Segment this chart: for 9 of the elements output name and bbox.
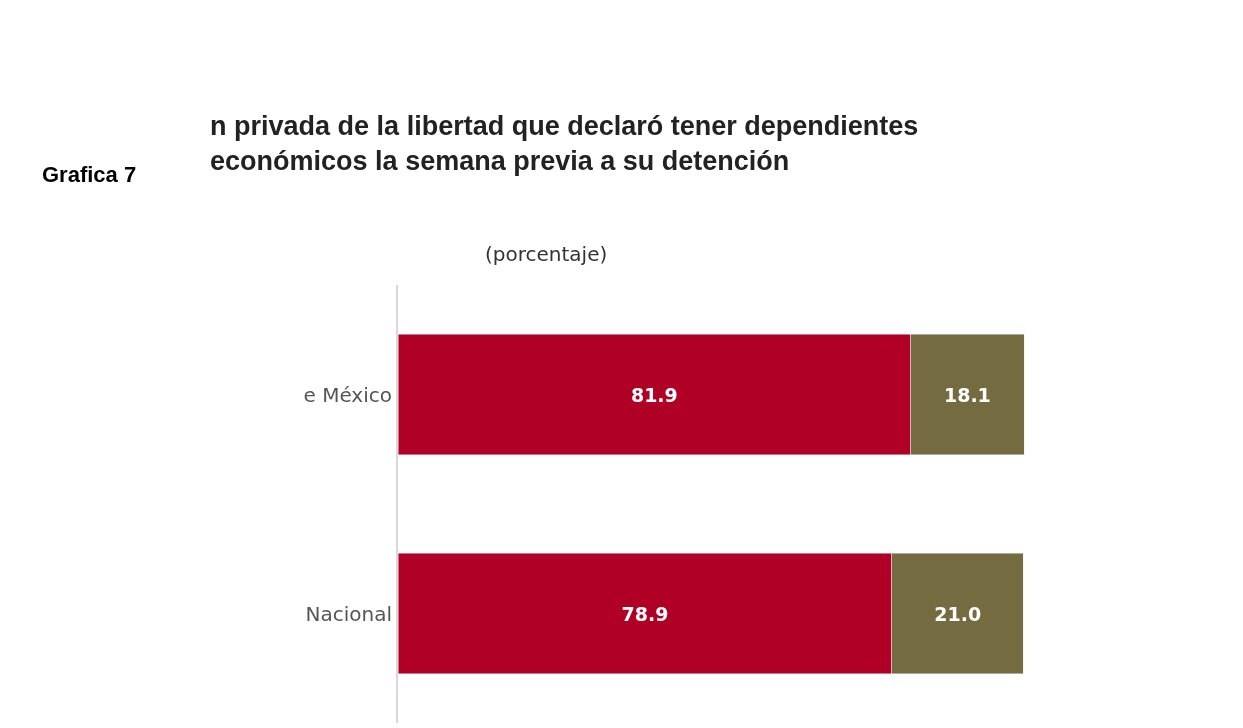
chart-subtitle: (porcentaje) [485,242,608,266]
y-tick-label: Nacional [305,601,392,626]
data-label: 21.0 [934,602,982,625]
data-label: 78.9 [621,602,669,625]
chart-title: n privada de la libertad que declaró tener dependientes económicos la semana previa a su detención [210,110,919,176]
data-label: 81.9 [630,383,678,406]
text: Grafica 7 [42,162,137,187]
data-label: 18.1 [943,383,991,406]
y-tick-label: e México [303,382,392,407]
